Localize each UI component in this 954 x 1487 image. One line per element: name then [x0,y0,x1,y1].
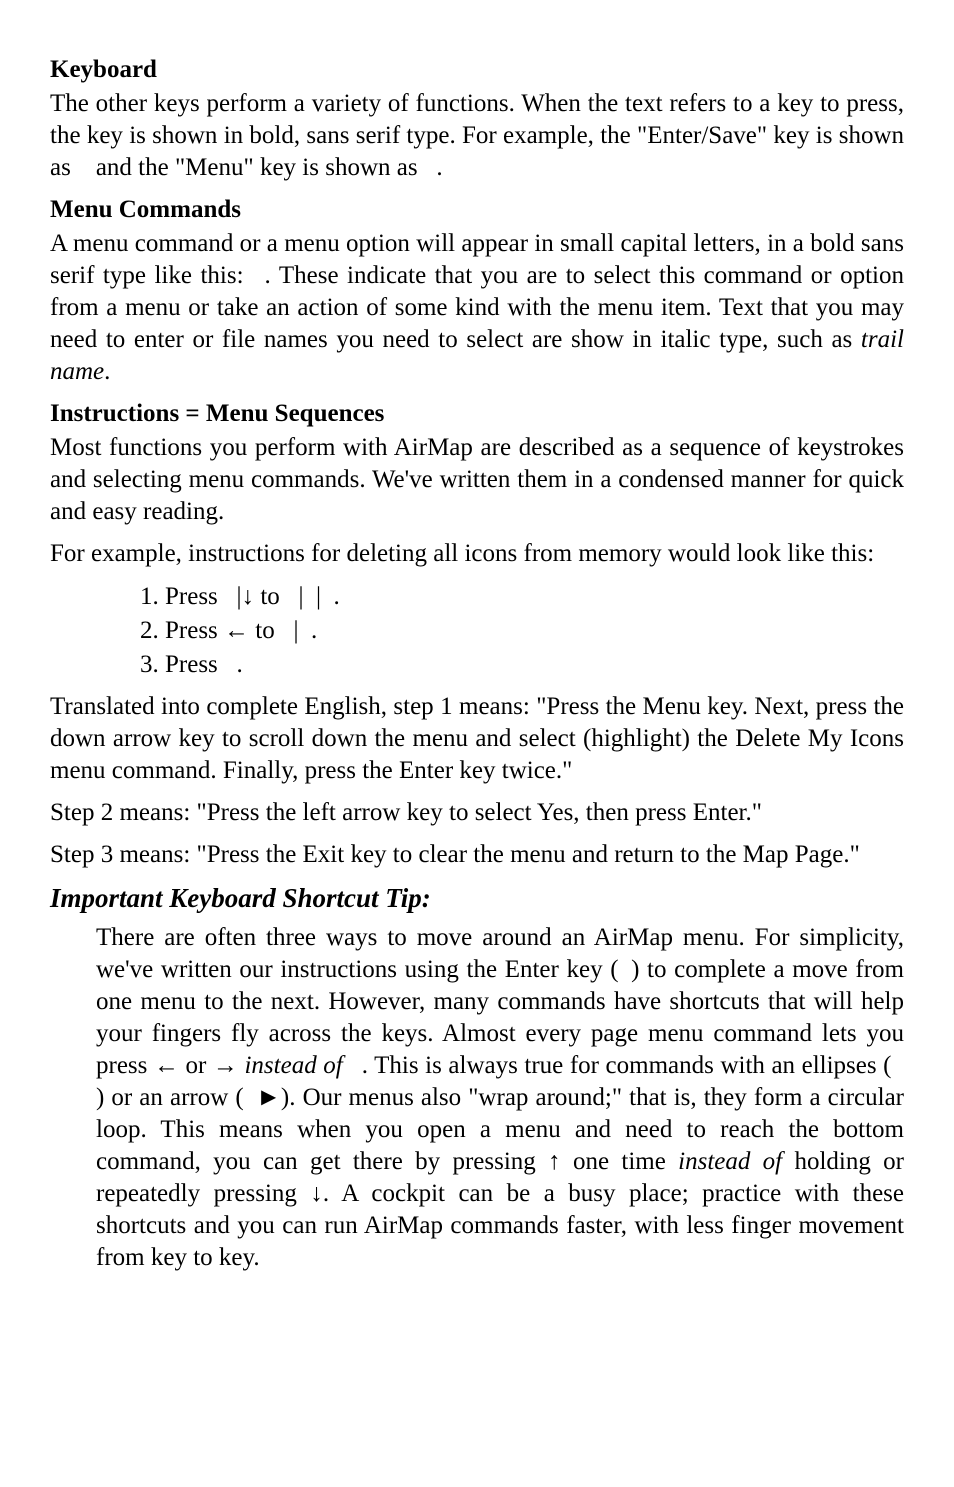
italic-instead-of-2: instead of [678,1148,782,1175]
text: 3. Press [140,651,224,678]
heading-keyboard: Keyboard [50,54,904,86]
para-instructions-1: Most functions you perform with AirMap a… [50,432,904,528]
para-instructions-2: For example, instructions for deleting a… [50,538,904,570]
tip-block: There are often three ways to move aroun… [50,922,904,1274]
heading-menu-commands: Menu Commands [50,194,904,226]
para-tip: There are often three ways to move aroun… [96,922,904,1274]
text: . [237,651,243,678]
text: ) or an arrow ( [96,1084,244,1111]
para-instructions-5: Step 3 means: "Press the Exit key to cle… [50,839,904,871]
text: . This is always true for commands with … [362,1052,892,1079]
heading-instructions: Instructions = Menu Sequences [50,398,904,430]
text: | [293,617,298,644]
down-arrow-icon: ↓ to [242,583,286,610]
italic-instead-of-1: instead of [244,1052,349,1079]
text: | [316,583,321,610]
text: | [299,583,304,610]
steps-list: 1. Press | ↓ to | | . 2. Press ← to | . 3… [50,580,904,681]
para-instructions-3: Translated into complete English, step 1… [50,691,904,787]
step-3: 3. Press . [140,648,904,682]
text: and the "Menu" key is shown as [90,154,424,181]
text: . [334,583,340,610]
heading-tip: Important Keyboard Shortcut Tip: [50,881,904,916]
text: . [436,154,442,181]
para-keyboard: The other keys perform a variety of func… [50,88,904,184]
para-instructions-4: Step 2 means: "Press the left arrow key … [50,797,904,829]
text: . [104,358,110,385]
text: . [311,617,317,644]
text: 1. Press [140,583,224,610]
step-2: 2. Press ← to | . [140,614,904,648]
para-menu-commands: A menu command or a menu option will app… [50,228,904,388]
text: 2. Press ← to [140,617,281,644]
step-1: 1. Press |↓ to | | . [140,580,904,614]
